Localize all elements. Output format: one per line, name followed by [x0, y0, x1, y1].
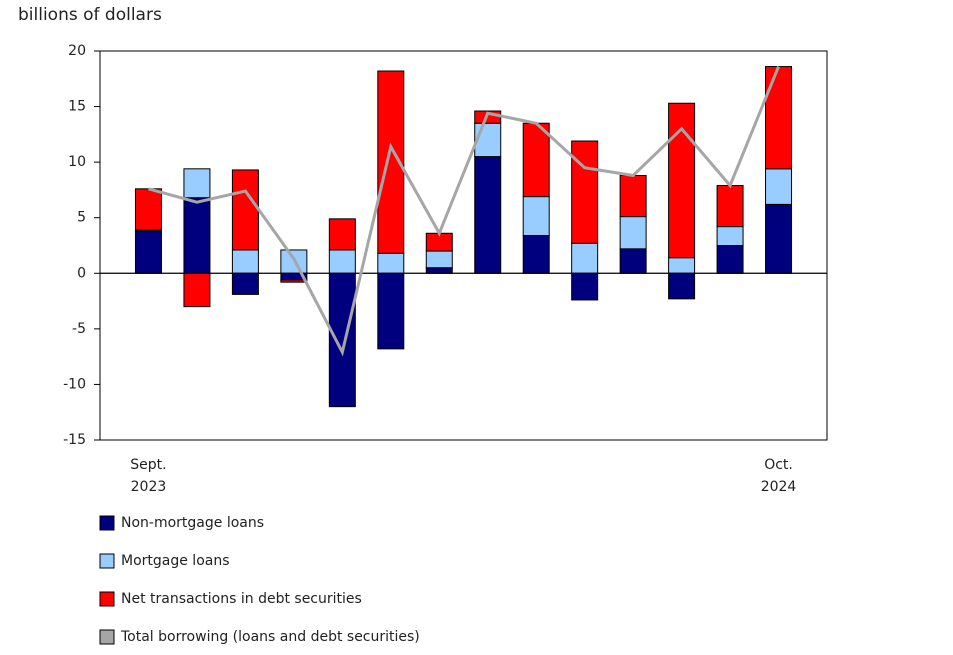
y-axis-label: billions of dollars	[18, 5, 162, 25]
bar	[716, 226, 744, 246]
legend-label: Total borrowing (loans and debt securiti…	[120, 629, 420, 645]
y-tick-label: -10	[63, 376, 86, 392]
line	[148, 65, 780, 357]
bar	[716, 184, 744, 228]
bar	[765, 168, 793, 205]
bar	[474, 122, 502, 158]
bar	[328, 218, 356, 251]
bar	[231, 169, 259, 251]
x-tick-label-line: Oct.	[764, 457, 793, 473]
bar	[522, 196, 550, 236]
bar	[425, 267, 453, 274]
bar	[619, 174, 647, 218]
bar	[619, 216, 647, 250]
bar	[231, 249, 259, 274]
bar	[377, 252, 405, 274]
y-tick-label: 5	[77, 210, 86, 226]
y-tick-label: 15	[68, 99, 86, 115]
x-tick-label: Sept. 2023	[130, 457, 166, 495]
y-tick-label: -15	[63, 432, 86, 448]
legend-label: Mortgage loans	[121, 553, 230, 569]
legend-swatch	[99, 591, 115, 607]
bar	[668, 272, 696, 300]
bar	[134, 230, 162, 274]
y-tick-label: 10	[68, 154, 86, 170]
bar	[716, 245, 744, 274]
legend-label: Non-mortgage loans	[121, 515, 264, 531]
plot-area	[99, 50, 828, 441]
bar	[231, 272, 259, 295]
bar	[571, 242, 599, 274]
x-tick-label-line: Sept.	[130, 457, 166, 473]
x-tick-label: Oct. 2024	[761, 457, 797, 495]
bar	[522, 234, 550, 274]
bar	[377, 272, 405, 350]
bar	[328, 272, 356, 408]
y-tick-label: 20	[68, 43, 86, 59]
bar	[425, 250, 453, 269]
x-tick-label-line: 2023	[131, 479, 167, 495]
bar	[619, 248, 647, 274]
legend-label: Net transactions in debt securities	[121, 591, 362, 607]
legend-swatch	[99, 553, 115, 569]
bar	[571, 140, 599, 244]
bar	[183, 272, 211, 308]
bar	[522, 122, 550, 198]
bar	[474, 156, 502, 274]
bar	[765, 66, 793, 170]
bar	[571, 272, 599, 301]
bar	[280, 279, 308, 283]
bar	[668, 102, 696, 259]
bar	[183, 197, 211, 274]
x-tick-label-line: 2024	[761, 479, 797, 495]
bar	[134, 188, 162, 231]
legend-swatch	[99, 515, 115, 531]
bar	[765, 203, 793, 274]
bar	[183, 168, 211, 199]
y-tick-label: 0	[77, 265, 86, 281]
legend-swatch	[99, 629, 115, 645]
y-tick-label: -5	[72, 321, 86, 337]
bar	[668, 257, 696, 274]
bar	[328, 249, 356, 274]
